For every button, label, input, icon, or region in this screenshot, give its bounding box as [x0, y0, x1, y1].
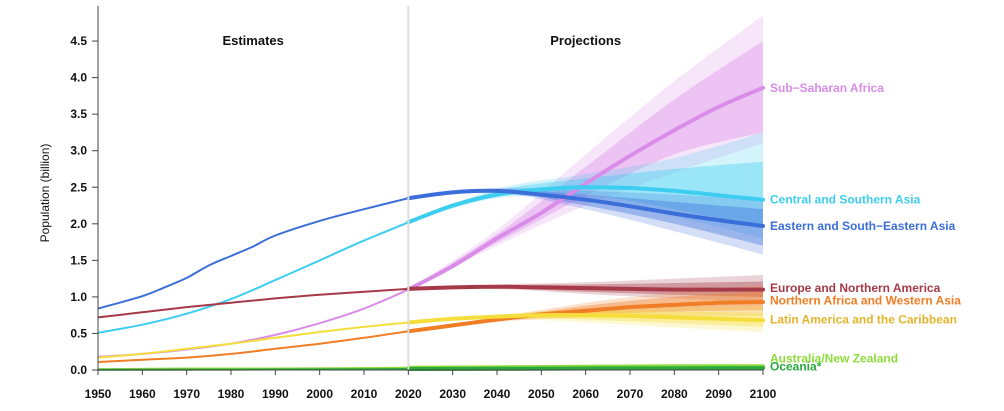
- band95-sub-saharan-africa: [408, 15, 763, 290]
- x-tick-label: 2050: [528, 387, 555, 401]
- line-estimate-europe-and-northern-america: [97, 287, 409, 319]
- axes: 0.0 0.5 1.0 1.5 2.0 2.5 3.0 3.5 4.0 4.5 1950 1960 19…: [70, 6, 777, 401]
- line-projection-eastern-and-south-eastern-asia: [406, 188, 765, 228]
- series-label-eastern-and-south-eastern-asia: Eastern and South−Eastern Asia: [770, 219, 956, 233]
- line-projection-latin-america-and-the-caribbean: [406, 313, 765, 325]
- band80-central-and-southern-asia: [408, 161, 763, 228]
- line-projection-oceania: [406, 366, 765, 371]
- band80-sub-saharan-africa: [408, 41, 763, 290]
- line-projection-europe-and-northern-america: [406, 284, 765, 292]
- x-tick-label: 2000: [306, 387, 333, 401]
- x-tick-label: 2010: [351, 387, 378, 401]
- y-tick-label: 4.5: [70, 34, 87, 48]
- series-label-latin-america-and-the-caribbean: Latin America and the Caribbean: [770, 313, 957, 327]
- y-axis-label: Population (billion): [38, 144, 52, 243]
- line-estimate-northern-africa-and-western-asia: [97, 330, 409, 363]
- y-tick-label: 4.0: [70, 71, 87, 85]
- line-projection-sub-saharan-africa: [406, 85, 765, 292]
- y-tick-label: 1.5: [70, 253, 87, 267]
- series-labels: Sub−Saharan Africa Central and Southern A…: [770, 81, 961, 374]
- band80-eastern-and-south-eastern-asia: [408, 189, 763, 246]
- y-tick-label: 3.0: [70, 144, 87, 158]
- y-tick-label: 0.0: [70, 363, 87, 377]
- band95-latin-america-and-the-caribbean: [408, 305, 763, 332]
- series-label-oceania: Oceania*: [770, 360, 822, 374]
- line-estimate-central-and-southern-asia: [97, 221, 409, 334]
- series-label-central-and-southern-asia: Central and Southern Asia: [770, 193, 921, 207]
- line-estimate-eastern-and-south-eastern-asia: [97, 197, 409, 310]
- x-tick-label: 2100: [750, 387, 777, 401]
- band95-eastern-and-south-eastern-asia: [408, 187, 763, 255]
- y-tick-label: 2.5: [70, 180, 87, 194]
- band80-latin-america-and-the-caribbean: [408, 310, 763, 327]
- y-tick-label: 0.5: [70, 326, 87, 340]
- series-lines: [97, 85, 765, 371]
- line-projection-central-and-southern-asia: [406, 185, 765, 225]
- series-label-australia-new-zealand: Australia/New Zealand: [770, 351, 898, 365]
- series-label-northern-africa-and-western-asia: Northern Africa and Western Asia: [770, 294, 961, 308]
- x-tick-label: 1970: [173, 387, 200, 401]
- x-tick-label: 2080: [661, 387, 688, 401]
- x-tick-label: 1980: [218, 387, 245, 401]
- x-tick-label: 1950: [85, 387, 112, 401]
- x-tick-label: 2090: [705, 387, 732, 401]
- period-label-projections: Projections: [550, 33, 621, 48]
- series-label-europe-and-northern-america: Europe and Northern America: [770, 281, 941, 295]
- x-tick-label: 1960: [129, 387, 156, 401]
- x-tick-label: 2070: [617, 387, 644, 401]
- y-tick-label: 1.0: [70, 290, 87, 304]
- period-label-estimates: Estimates: [222, 33, 283, 48]
- x-tick-label: 1990: [262, 387, 289, 401]
- line-estimate-latin-america-and-the-caribbean: [97, 321, 409, 359]
- series-label-sub-saharan-africa: Sub−Saharan Africa: [770, 81, 884, 95]
- x-tick-label: 2030: [439, 387, 466, 401]
- x-tick-label: 2060: [572, 387, 599, 401]
- x-tick-label: 2020: [395, 387, 422, 401]
- y-tick-label: 3.5: [70, 107, 87, 121]
- y-tick-label: 2.0: [70, 217, 87, 231]
- line-projection-northern-africa-and-western-asia: [406, 300, 765, 334]
- x-tick-label: 2040: [484, 387, 511, 401]
